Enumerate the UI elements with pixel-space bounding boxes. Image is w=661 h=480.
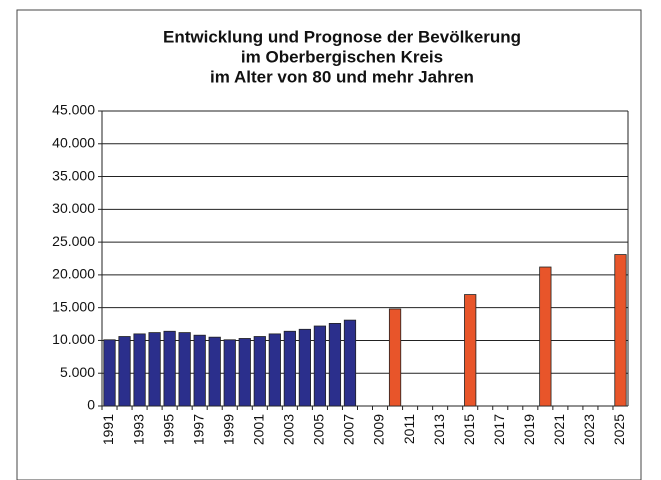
x-tick-label: 2011	[401, 414, 417, 444]
y-tick-label: 30.000	[52, 200, 95, 216]
chart-title: im Alter von 80 und mehr Jahren	[210, 67, 474, 86]
x-tick-label: 2001	[251, 414, 267, 445]
y-tick-label: 40.000	[52, 134, 95, 150]
bar	[388, 308, 402, 407]
bar	[133, 333, 146, 407]
bar	[539, 266, 552, 407]
y-tick-label: 20.000	[52, 266, 95, 282]
x-tick-label: 1991	[100, 414, 116, 445]
bar	[464, 294, 477, 407]
x-tick-label: 2009	[371, 414, 387, 445]
x-tick-label: 2013	[431, 414, 447, 445]
bar	[223, 339, 236, 407]
bar	[298, 328, 311, 407]
y-tick-label: 45.000	[52, 102, 95, 118]
y-tick-label: 5.000	[60, 364, 95, 380]
bar	[148, 332, 161, 407]
y-tick-label: 25.000	[52, 233, 95, 249]
y-tick-label: 10.000	[52, 331, 95, 347]
bar	[313, 325, 327, 407]
x-tick-label: 2015	[461, 414, 477, 445]
bar	[343, 319, 357, 407]
x-tick-label: 2023	[581, 414, 597, 445]
bar	[163, 330, 176, 407]
x-tick-label: 2021	[551, 414, 567, 445]
bar	[283, 330, 296, 407]
y-tick-label: 0	[87, 397, 95, 413]
x-tick-label: 1999	[220, 414, 236, 445]
bar	[268, 333, 281, 407]
bar	[238, 338, 251, 407]
bar	[178, 332, 191, 407]
x-tick-label: 2003	[281, 414, 297, 445]
chart-title: Entwicklung und Prognose der Bevölkerung	[163, 27, 521, 46]
x-tick-label: 2019	[521, 414, 537, 445]
y-tick-label: 15.000	[52, 298, 95, 314]
x-tick-label: 2025	[611, 414, 627, 445]
x-tick-label: 2005	[311, 414, 327, 445]
bar	[103, 339, 116, 407]
x-tick-label: 1997	[190, 414, 206, 445]
chart-title: im Oberbergischen Kreis	[241, 47, 443, 66]
bar	[328, 322, 342, 407]
bar	[193, 334, 206, 407]
bar	[118, 336, 131, 407]
bar	[614, 254, 627, 407]
bar	[208, 336, 221, 407]
x-tick-label: 2007	[341, 414, 357, 445]
x-tick-label: 1995	[160, 414, 176, 445]
x-tick-label: 2017	[491, 414, 507, 445]
y-tick-label: 35.000	[52, 167, 95, 183]
bar	[253, 336, 266, 407]
x-tick-label: 1993	[130, 414, 146, 445]
